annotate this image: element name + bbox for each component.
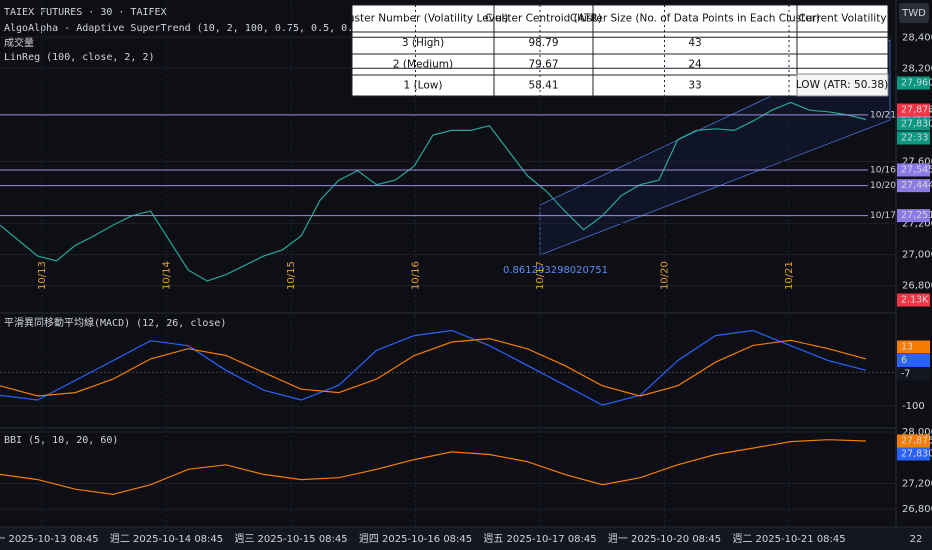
- cluster-table: Cluster Number (Volatility Level)Cluster…: [338, 4, 889, 97]
- y-tick-label: 26,800: [902, 281, 932, 292]
- table-cell: 79.67: [528, 59, 558, 71]
- x-tick-label: 週一 2025-10-13 08:45: [0, 533, 99, 545]
- price-badge: [897, 434, 930, 448]
- date-marker: 10/21: [784, 261, 795, 290]
- table-header: Cluster Size (No. of Data Points in Each…: [570, 13, 820, 25]
- price-badge-label: 27,830: [901, 119, 932, 130]
- y-tick-label: 27,200: [902, 478, 932, 489]
- current-volatility: LOW (ATR: 50.38): [796, 79, 888, 91]
- price-badge-label: 27,960: [901, 78, 932, 89]
- currency: TWD: [901, 8, 926, 19]
- table-cell: 43: [688, 37, 701, 49]
- level-date: 10/16: [870, 165, 896, 175]
- level-date: 10/17: [870, 211, 896, 221]
- x-tick-label: 週二 2025-10-14 08:45: [110, 533, 223, 545]
- y-tick-label: 27,600: [902, 156, 932, 167]
- date-marker: 10/17: [535, 261, 546, 290]
- table-cell: 3 (High): [402, 37, 444, 49]
- corner-label: 22: [910, 534, 923, 545]
- price-badge: [897, 76, 930, 90]
- y-tick-label: 27,200: [902, 219, 932, 230]
- date-marker: 10/20: [660, 261, 671, 290]
- price-badge: [897, 163, 930, 177]
- price-badge-label: -7: [901, 369, 910, 380]
- price-badge-label: 2.13K: [901, 295, 929, 306]
- level-date: 10/20: [870, 181, 896, 191]
- table-cell: 33: [688, 80, 701, 92]
- price-badge: [897, 447, 930, 461]
- price-badge-label: 6: [901, 355, 907, 366]
- y-tick-label: 28,200: [902, 63, 932, 74]
- x-tick-label: 週三 2025-10-15 08:45: [234, 533, 347, 545]
- price-badge-label: 27,875: [901, 436, 932, 447]
- price-badge: [897, 103, 930, 117]
- price-badge: [897, 367, 930, 381]
- series-line: [0, 337, 867, 397]
- time-axis: [0, 528, 932, 550]
- table-cell: 1 (Low): [404, 80, 443, 92]
- y-tick-label: 28,000: [902, 427, 932, 438]
- x-tick-label: 週一 2025-10-20 08:45: [608, 533, 721, 545]
- date-marker: 10/14: [162, 261, 173, 290]
- y-tick-label: -100: [902, 401, 925, 412]
- bbi-title: BBI (5, 10, 20, 60): [4, 435, 118, 446]
- series-line: [0, 101, 867, 282]
- price-badge-label: 22:33: [901, 133, 928, 144]
- table-header: Current Volatility: [798, 13, 886, 25]
- price-badge: [897, 340, 930, 354]
- date-marker: 10/15: [286, 261, 297, 290]
- currency-button[interactable]: [899, 3, 929, 23]
- price-badge-label: 13: [901, 342, 913, 353]
- date-marker: 10/16: [411, 261, 422, 290]
- series-line: [0, 329, 867, 406]
- price-badge-label: 27,444: [901, 180, 932, 191]
- price-badge-label: 27,251: [901, 210, 932, 221]
- price-badge: [897, 117, 930, 131]
- x-tick-label: 週二 2025-10-21 08:45: [732, 533, 845, 545]
- price-badge: [897, 209, 930, 223]
- macd-title: 平滑異同移動平均線(MACD) (12, 26, close): [4, 316, 226, 329]
- y-tick-label: 27,000: [902, 250, 932, 261]
- price-badge-label: 27,545: [901, 164, 932, 175]
- table-cell: 24: [688, 59, 702, 71]
- price-badge: [897, 354, 930, 367]
- price-badge-label: 27,830: [901, 449, 932, 460]
- y-tick-label: 28,400: [902, 32, 932, 43]
- x-tick-label: 週四 2025-10-16 08:45: [359, 533, 472, 545]
- table-cell: 2 (Medium): [393, 59, 453, 71]
- indicator: LinReg (100, close, 2, 2): [4, 52, 155, 63]
- annotation: 0.861203298020751: [503, 265, 608, 276]
- symbol: TAIEX FUTURES · 30 · TAIFEX: [4, 7, 167, 18]
- table-cell: 58.41: [528, 80, 558, 92]
- level-date: 10/21: [870, 110, 896, 120]
- price-badge-label: 27,878: [901, 105, 932, 116]
- series-line: [0, 439, 867, 496]
- price-badge: [897, 293, 930, 307]
- volatility-box: [796, 73, 889, 97]
- date-marker: 10/13: [37, 261, 48, 290]
- table-header: Cluster Number (Volatility Level): [338, 13, 509, 25]
- indicator: 成交量: [4, 36, 34, 49]
- table-header: Cluster Centroid (ATR): [485, 13, 602, 25]
- price-badge: [897, 131, 930, 145]
- table-cell: 98.79: [528, 37, 558, 49]
- y-tick-label: 26,800: [902, 504, 932, 515]
- x-tick-label: 週五 2025-10-17 08:45: [483, 533, 596, 545]
- indicator: AlgoAlpha - Adaptive SuperTrend (10, 2, …: [4, 23, 419, 34]
- price-badge: [897, 179, 930, 193]
